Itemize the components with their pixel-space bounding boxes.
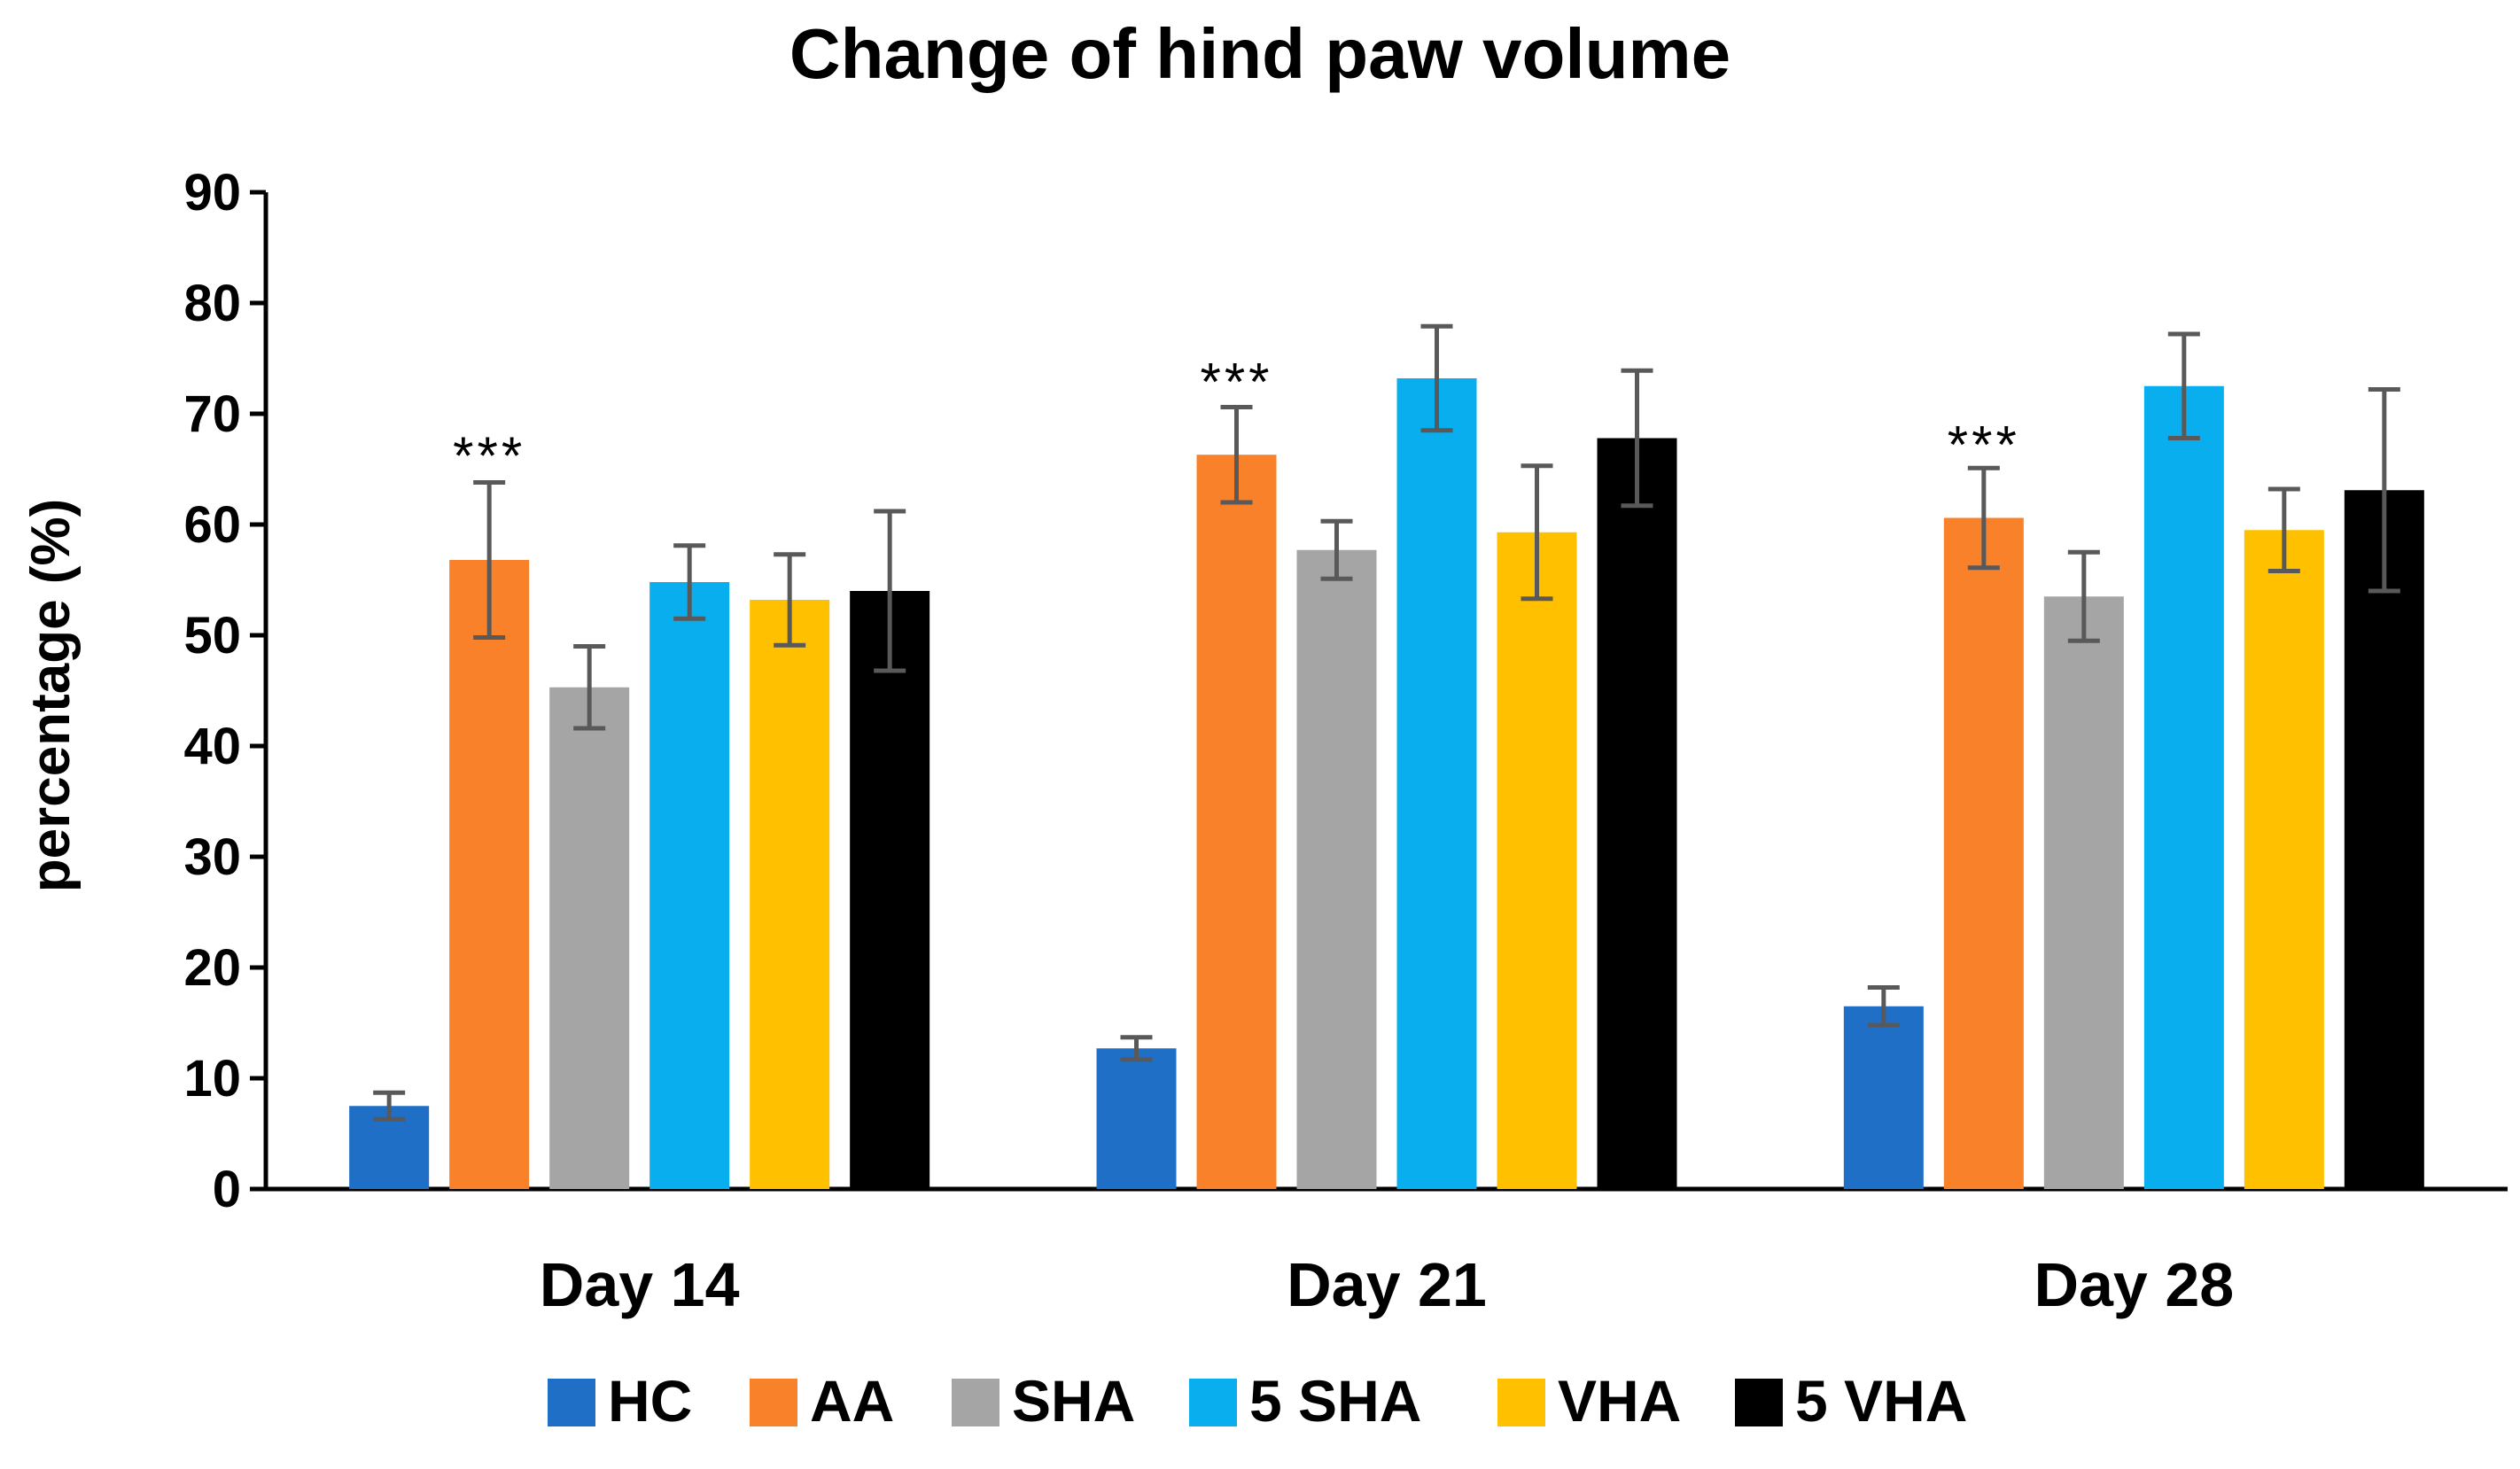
y-tick-label: 90 [183,164,241,222]
legend-swatch [1189,1379,1237,1426]
y-tick-label: 10 [183,1050,241,1108]
x-tick-label: Day 14 [540,1250,740,1319]
bar [2344,490,2424,1189]
annotations: *** *** *** [453,352,2020,486]
y-tick-label: 30 [183,828,241,886]
legend-swatch [952,1379,999,1426]
bar [449,560,530,1189]
legend: HC AA SHA 5 SHA VHA 5 VHA [548,1368,1967,1434]
bar [2143,385,2224,1189]
x-tick-labels: Day 14 Day 21 Day 28 [540,1250,2234,1319]
chart-title: Change of hind paw volume [789,14,1731,93]
bar [549,687,630,1189]
legend-label: 5 SHA [1249,1368,1421,1434]
bar [1296,549,1377,1189]
significance-annotation: *** [453,426,525,486]
legend-swatch [1735,1379,1783,1426]
bar [2244,530,2324,1189]
legend-swatch [548,1379,595,1426]
bar [1196,455,1277,1189]
y-tick-label: 70 [183,385,241,443]
y-tick-label: 40 [183,718,241,775]
bar [850,591,930,1189]
bar [2043,596,2124,1189]
bar [649,582,730,1189]
y-ticks: 0 10 20 30 40 50 60 70 80 90 [183,164,266,1218]
bar [1943,517,2024,1189]
legend-label: VHA [1558,1368,1681,1434]
y-tick-label: 20 [183,939,241,997]
bar [1396,378,1477,1189]
y-tick-label: 50 [183,607,241,665]
x-tick-label: Day 28 [2034,1250,2234,1319]
bars [349,378,2424,1189]
y-tick-label: 60 [183,496,241,554]
legend-label: AA [810,1368,894,1434]
legend-label: SHA [1012,1368,1135,1434]
significance-annotation: *** [1948,416,2020,475]
y-axis-label: percentage (%) [20,499,82,892]
legend-label: 5 VHA [1795,1368,1967,1434]
bar [1597,438,1677,1189]
axes [263,192,2508,1192]
bar [1096,1048,1177,1189]
error-bars [373,323,2400,1122]
y-tick-label: 0 [213,1161,241,1218]
y-tick-label: 80 [183,275,241,332]
bar [1843,1006,1924,1189]
bar [750,600,830,1189]
x-tick-label: Day 21 [1287,1250,1487,1319]
bar [1497,532,1577,1189]
significance-annotation: *** [1200,352,1272,411]
legend-swatch [750,1379,797,1426]
legend-swatch [1497,1379,1545,1426]
legend-label: HC [608,1368,692,1434]
